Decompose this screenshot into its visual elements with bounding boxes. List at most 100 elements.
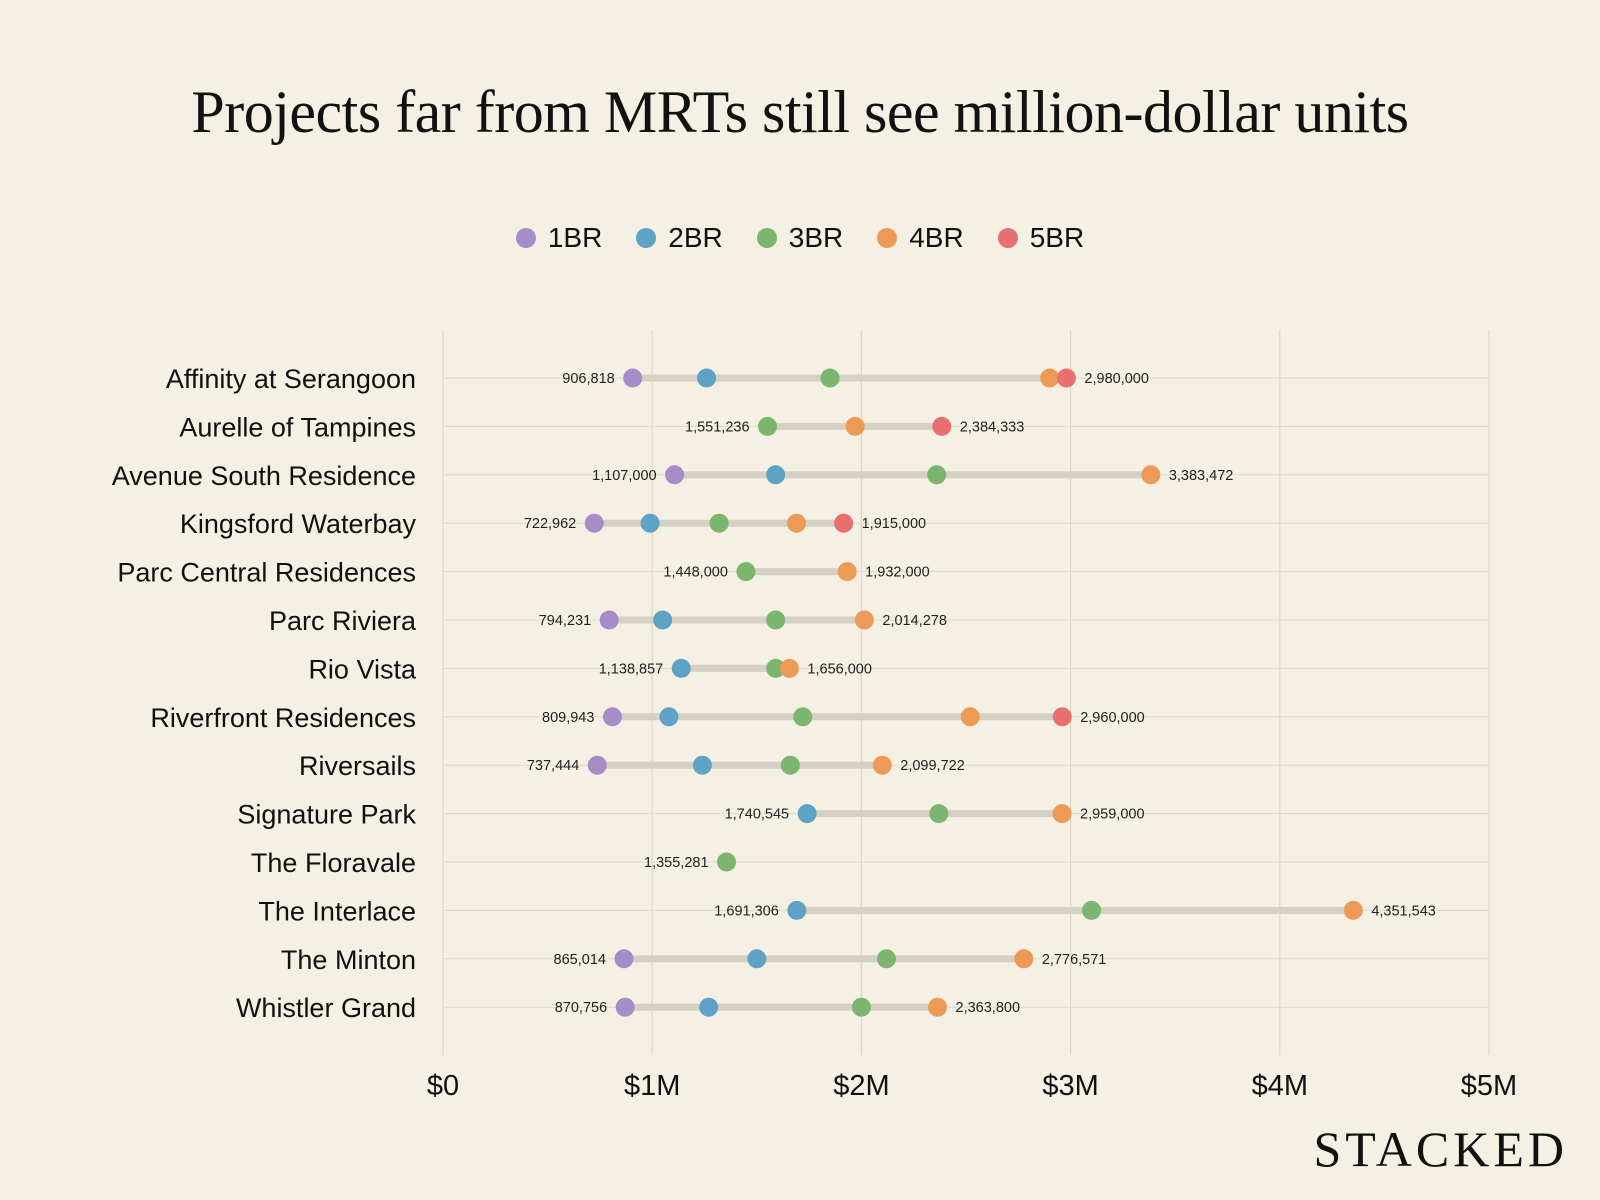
dot-3br bbox=[820, 368, 840, 388]
min-value-label: 1,107,000 bbox=[592, 468, 657, 484]
max-value-label: 2,980,000 bbox=[1084, 371, 1149, 387]
max-value-label: 2,099,722 bbox=[900, 758, 965, 774]
x-tick-label: $0 bbox=[427, 1070, 459, 1102]
dot-1br bbox=[614, 949, 634, 969]
dot-3br bbox=[851, 997, 871, 1017]
legend-label-5br: 5BR bbox=[1029, 222, 1085, 253]
project-label: Riverfront Residences bbox=[150, 703, 416, 733]
min-value-label: 870,756 bbox=[555, 1000, 607, 1016]
dot-4br bbox=[837, 562, 857, 582]
legend-label-1br: 1BR bbox=[547, 222, 603, 253]
project-label: Kingsford Waterbay bbox=[180, 509, 417, 539]
dot-2br bbox=[697, 368, 717, 388]
dot-4br bbox=[1141, 465, 1161, 485]
min-value-label: 1,355,281 bbox=[644, 855, 709, 871]
min-value-label: 1,740,545 bbox=[725, 807, 790, 823]
stacked-logo: STACKED bbox=[1313, 1121, 1568, 1177]
x-tick-label: $3M bbox=[1042, 1070, 1098, 1102]
legend-label-3br: 3BR bbox=[788, 222, 844, 253]
dot-5br bbox=[1052, 707, 1072, 727]
min-value-label: 1,551,236 bbox=[685, 419, 750, 435]
dot-3br bbox=[780, 755, 800, 775]
dot-4br bbox=[779, 658, 799, 678]
project-label: The Interlace bbox=[258, 896, 416, 926]
max-value-label: 2,960,000 bbox=[1080, 710, 1145, 726]
min-value-label: 1,138,857 bbox=[599, 661, 664, 677]
dot-1br bbox=[584, 513, 604, 533]
max-value-label: 1,915,000 bbox=[862, 516, 927, 532]
legend-label-2br: 2BR bbox=[668, 222, 723, 253]
dot-2br bbox=[640, 513, 660, 533]
dot-4br bbox=[1014, 949, 1034, 969]
dot-3br bbox=[877, 949, 897, 969]
min-value-label: 809,943 bbox=[542, 710, 594, 726]
x-tick-label: $5M bbox=[1461, 1070, 1517, 1102]
dot-3br bbox=[766, 610, 786, 630]
project-label: Riversails bbox=[299, 751, 416, 781]
min-value-label: 1,448,000 bbox=[663, 565, 728, 581]
dot-3br bbox=[717, 852, 737, 872]
dot-4br bbox=[1343, 900, 1363, 920]
legend-label-4br: 4BR bbox=[909, 222, 964, 253]
dot-1br bbox=[587, 755, 607, 775]
dot-1br bbox=[623, 368, 643, 388]
legend-dot-2br bbox=[636, 228, 657, 248]
dot-3br bbox=[709, 513, 729, 533]
max-value-label: 3,383,472 bbox=[1169, 468, 1234, 484]
dot-4br bbox=[928, 997, 948, 1017]
dot-1br bbox=[665, 465, 685, 485]
dot-2br bbox=[766, 465, 786, 485]
max-value-label: 2,776,571 bbox=[1042, 952, 1107, 968]
legend-dot-4br bbox=[877, 228, 898, 248]
dot-5br bbox=[1056, 368, 1076, 388]
legend-item-4br: 4BR bbox=[877, 222, 964, 254]
dot-3br bbox=[1082, 900, 1102, 920]
dot-2br bbox=[699, 997, 719, 1017]
project-label: Parc Riviera bbox=[269, 606, 417, 636]
legend-dot-1br bbox=[515, 228, 536, 248]
dot-2br bbox=[747, 949, 767, 969]
legend-item-2br: 2BR bbox=[636, 222, 723, 254]
dot-2br bbox=[653, 610, 673, 630]
dot-1br bbox=[615, 997, 635, 1017]
project-label: Signature Park bbox=[237, 800, 416, 830]
max-value-label: 2,014,278 bbox=[882, 613, 947, 629]
legend-dot-3br bbox=[756, 228, 777, 248]
max-value-label: 2,363,800 bbox=[956, 1000, 1021, 1016]
chart-title: Projects far from MRTs still see million… bbox=[191, 79, 1409, 145]
project-label: Whistler Grand bbox=[236, 993, 416, 1023]
legend: 1BR 2BR 3BR 4BR 5BR bbox=[0, 222, 1600, 254]
min-value-label: 1,691,306 bbox=[714, 903, 779, 919]
project-label: The Floravale bbox=[251, 848, 416, 878]
project-label: Rio Vista bbox=[308, 654, 417, 684]
dot-3br bbox=[736, 562, 756, 582]
dot-2br bbox=[671, 658, 691, 678]
dot-2br bbox=[787, 900, 807, 920]
project-label: Affinity at Serangoon bbox=[166, 364, 416, 394]
dot-2br bbox=[692, 755, 712, 775]
dot-3br bbox=[758, 416, 778, 436]
x-tick-label: $1M bbox=[624, 1070, 680, 1102]
dot-4br bbox=[1052, 804, 1072, 824]
dot-1br bbox=[602, 707, 622, 727]
min-value-label: 865,014 bbox=[554, 952, 606, 968]
dot-5br bbox=[932, 416, 952, 436]
min-value-label: 906,818 bbox=[562, 371, 614, 387]
project-label: The Minton bbox=[281, 945, 416, 975]
legend-item-3br: 3BR bbox=[756, 222, 844, 254]
dot-3br bbox=[927, 465, 947, 485]
dot-1br bbox=[599, 610, 619, 630]
legend-dot-5br bbox=[997, 228, 1018, 248]
min-value-label: 794,231 bbox=[539, 613, 591, 629]
dot-4br bbox=[960, 707, 980, 727]
dot-4br bbox=[1040, 368, 1060, 388]
dot-2br bbox=[797, 804, 817, 824]
legend-item-5br: 5BR bbox=[997, 222, 1085, 254]
min-value-label: 737,444 bbox=[527, 758, 579, 774]
x-tick-label: $4M bbox=[1252, 1070, 1308, 1102]
dot-3br bbox=[793, 707, 813, 727]
dot-3br bbox=[929, 804, 949, 824]
max-value-label: 4,351,543 bbox=[1371, 903, 1436, 919]
dot-3br bbox=[766, 658, 786, 678]
